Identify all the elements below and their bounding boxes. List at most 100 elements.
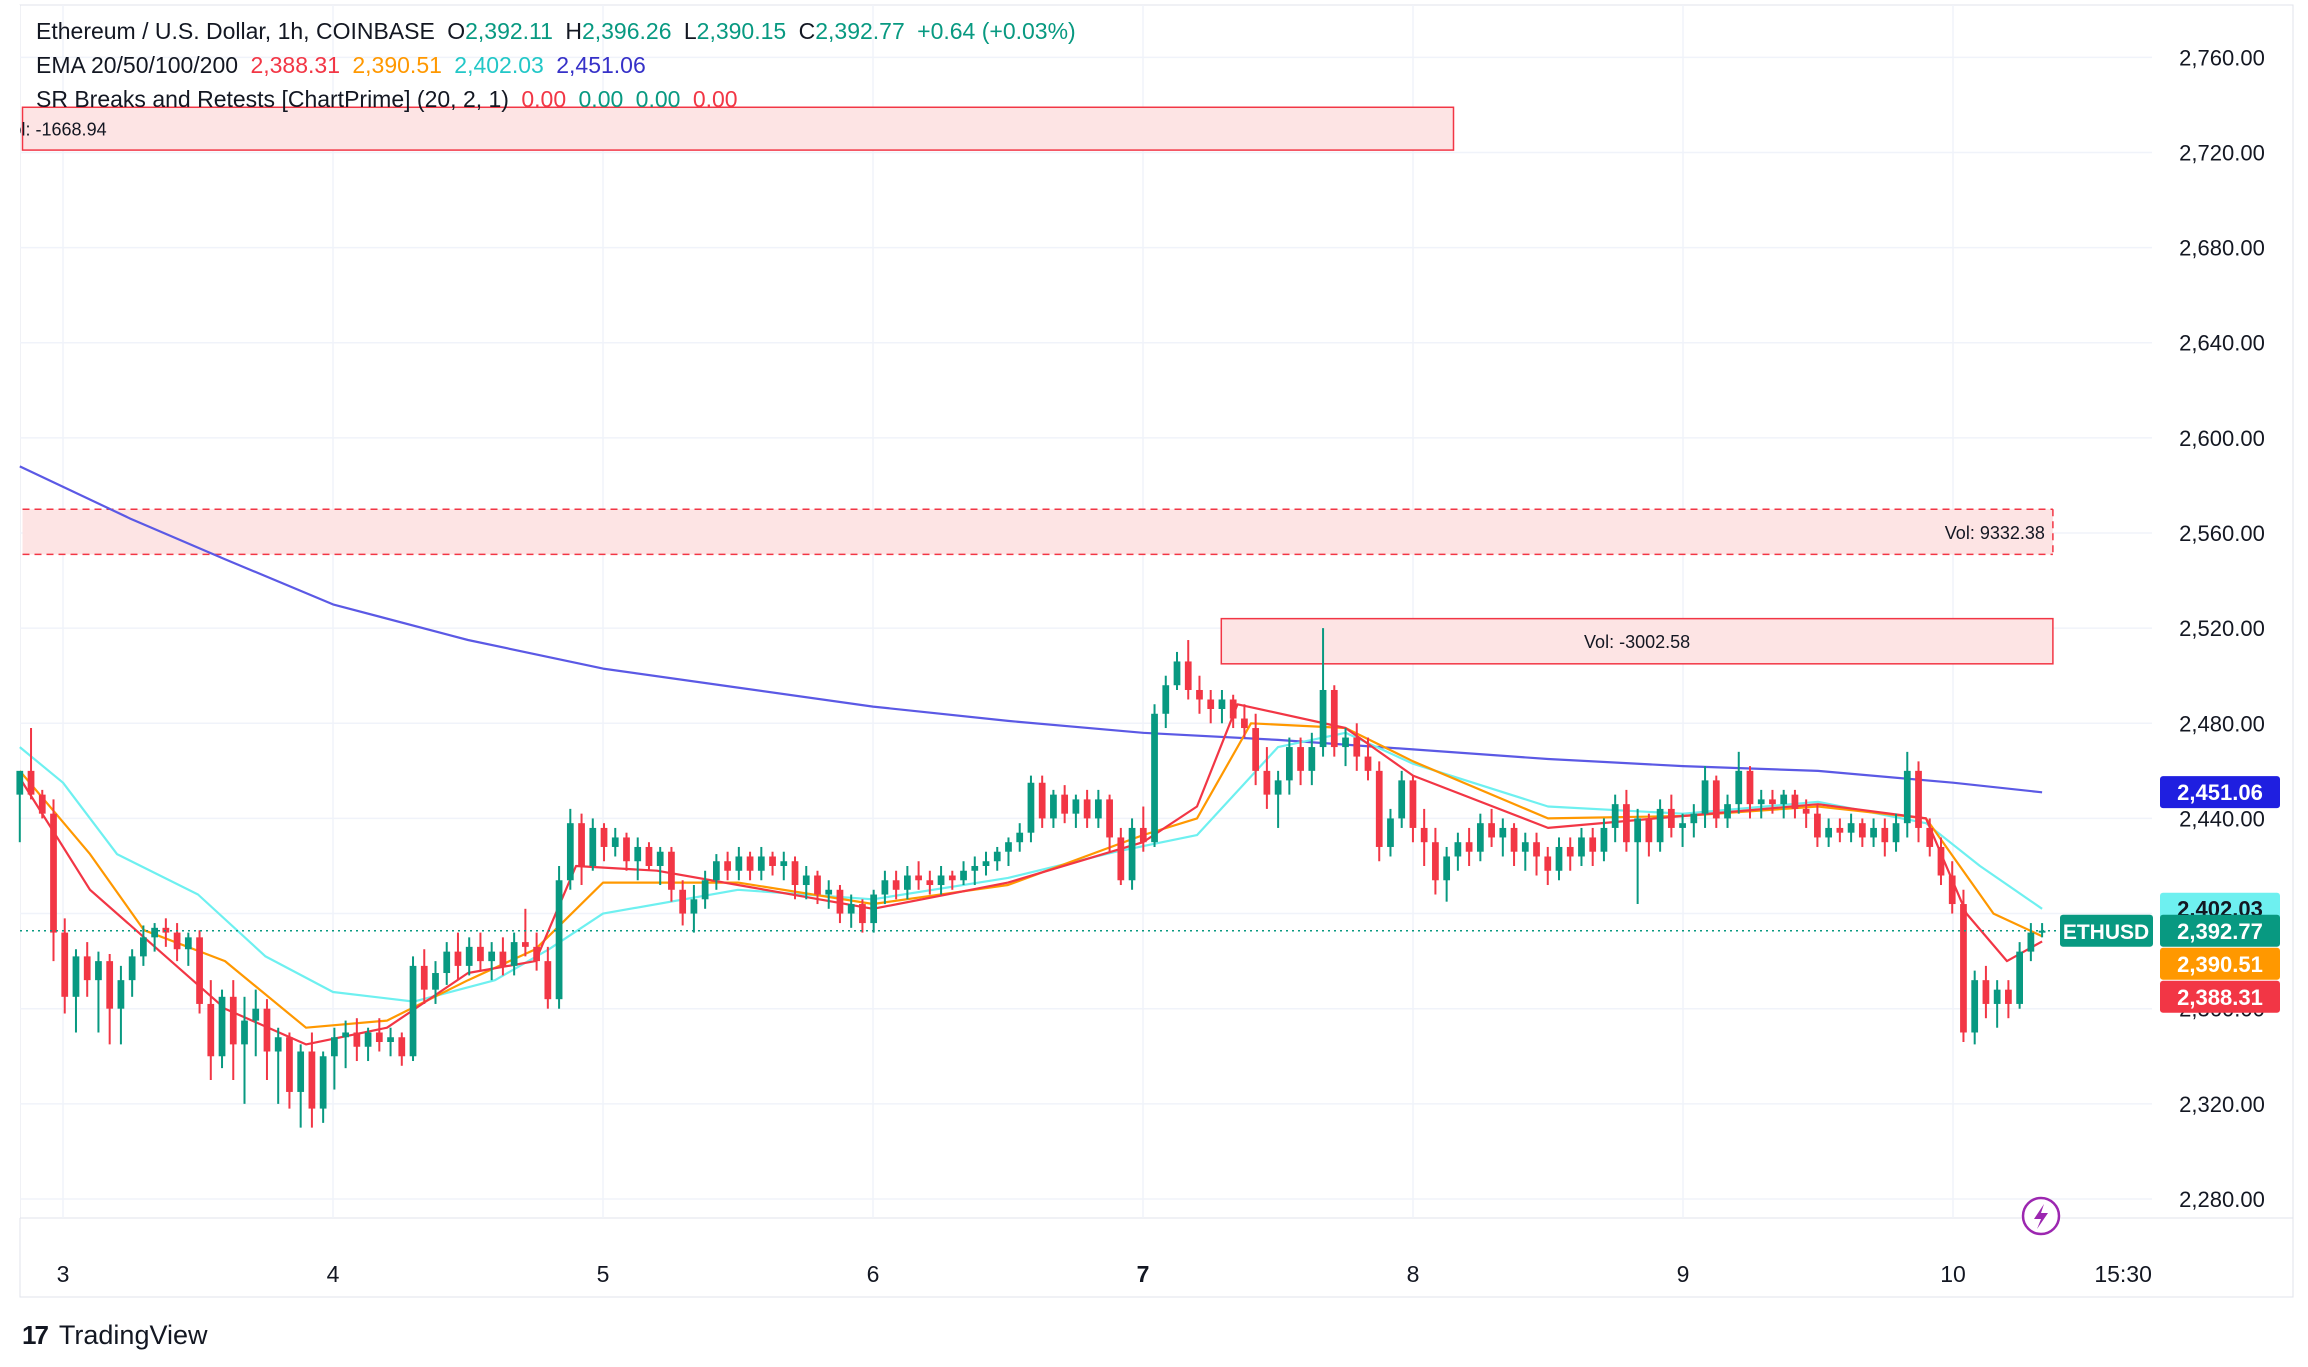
x-tick-label: 5 <box>597 1261 610 1287</box>
candle-body <box>1139 827 1147 843</box>
candle-body <box>1465 842 1473 852</box>
candle-body <box>1611 804 1619 828</box>
candle-body <box>1499 827 1507 838</box>
candle-body <box>724 861 731 871</box>
candle-body <box>1769 799 1776 805</box>
candle-body <box>1926 827 1934 847</box>
candle-body <box>1982 980 1990 1004</box>
sr-value-3: 0.00 <box>635 86 681 112</box>
candle-body <box>1937 846 1945 876</box>
ema-legend: EMA 20/50/100/200 2,388.31 2,390.51 2,40… <box>36 52 652 79</box>
candle-body <box>128 956 136 981</box>
y-tick-label: 2,720.00 <box>2179 140 2265 165</box>
candle-body <box>780 861 788 866</box>
candle-body <box>443 951 451 974</box>
ema20-tag-label: 2,388.31 <box>2177 985 2263 1010</box>
ohlc-high: H2,396.26 <box>565 18 672 44</box>
ema-label: EMA 20/50/100/200 <box>36 52 239 78</box>
candle-body <box>1600 827 1608 852</box>
candle-body <box>1375 770 1383 847</box>
candle-body <box>1533 842 1540 857</box>
symbol-legend: Ethereum / U.S. Dollar, 1h, COINBASE O2,… <box>36 18 1082 45</box>
candle-body <box>1892 823 1900 843</box>
candle-body <box>1701 780 1709 814</box>
candle-body <box>600 827 608 847</box>
candle-body <box>870 894 878 924</box>
candle-body <box>2016 951 2024 1004</box>
candle-body <box>960 870 967 881</box>
candle-body <box>1027 782 1035 833</box>
candle-body <box>1780 794 1788 805</box>
candle-body <box>1948 875 1956 905</box>
sr-value-4: 0.00 <box>692 86 738 112</box>
candle-body <box>342 1032 349 1038</box>
candle-body <box>735 856 743 871</box>
candle-body <box>1196 689 1203 700</box>
ema50-tag <box>2160 947 2280 980</box>
candle-body <box>623 837 630 862</box>
candle-body <box>836 889 844 914</box>
candle-body <box>825 889 833 895</box>
grid <box>19 4 2294 1298</box>
candle-body <box>1387 818 1394 847</box>
candle-body <box>140 937 147 957</box>
candle-body <box>375 1032 383 1042</box>
candle-body <box>297 1051 305 1092</box>
candle-body <box>769 856 776 866</box>
candle-body <box>1151 713 1158 843</box>
sr-zones: Vol: -1668.94 Vol: 9332.38 Vol: -3002.58 <box>0 5 2054 1218</box>
candle-body <box>1555 846 1563 871</box>
candle-body <box>1072 799 1080 814</box>
x-tick-label: 7 <box>1137 1261 1150 1287</box>
candle-body <box>1207 699 1215 710</box>
y-tick-label: 2,320.00 <box>2179 1092 2265 1117</box>
candle-body <box>510 942 518 966</box>
candle-body <box>1712 780 1720 819</box>
candle-body <box>1398 780 1406 819</box>
candle-body <box>1353 737 1361 757</box>
candle-body <box>465 946 473 966</box>
candle-body <box>2027 932 2035 952</box>
candle-body <box>971 865 979 871</box>
candle-body <box>1802 808 1810 814</box>
candle-body <box>1578 837 1585 857</box>
symbol-tag <box>2060 914 2153 947</box>
candle-body <box>72 956 80 997</box>
candle-body <box>892 880 900 890</box>
tradingview-logo[interactable]: 17 TradingView <box>22 1320 208 1351</box>
tradingview-brand: TradingView <box>58 1320 208 1350</box>
ema100-value: 2,402.03 <box>454 52 544 78</box>
ema50-tag-label: 2,390.51 <box>2177 952 2263 977</box>
candle-body <box>1690 813 1698 824</box>
x-tick-label: 3 <box>57 1261 70 1287</box>
candle-body <box>173 932 181 950</box>
candle-body <box>926 880 934 886</box>
candle-body <box>679 889 687 914</box>
ohlc-open: O2,392.11 <box>447 18 553 44</box>
ema200-tag-label: 2,451.06 <box>2177 780 2263 805</box>
candle-body <box>1960 904 1967 1033</box>
candle-body <box>2038 930 2046 933</box>
candle-body <box>477 946 484 962</box>
candle-body <box>1094 799 1102 819</box>
candle-body <box>1510 827 1518 852</box>
sr-value-2: 0.00 <box>578 86 624 112</box>
candle-body <box>1634 818 1642 843</box>
candle-body <box>1679 823 1686 828</box>
candle-body <box>1083 799 1091 819</box>
symbol-title: Ethereum / U.S. Dollar, 1h, COINBASE <box>36 18 435 44</box>
sr-value-1: 0.00 <box>521 86 567 112</box>
candle-body <box>757 856 765 871</box>
candle-body <box>1218 699 1226 710</box>
candle-body <box>1061 794 1069 814</box>
candle-body <box>1005 842 1012 852</box>
candle-body <box>1106 799 1113 838</box>
candle-body <box>1623 804 1630 843</box>
symbol-tag-label: ETHUSD <box>2063 921 2149 944</box>
candle-body <box>241 1020 248 1045</box>
candle-body <box>1454 842 1462 857</box>
candle-body <box>488 951 496 962</box>
candle-body <box>117 980 125 1009</box>
candle-body <box>1476 823 1484 852</box>
